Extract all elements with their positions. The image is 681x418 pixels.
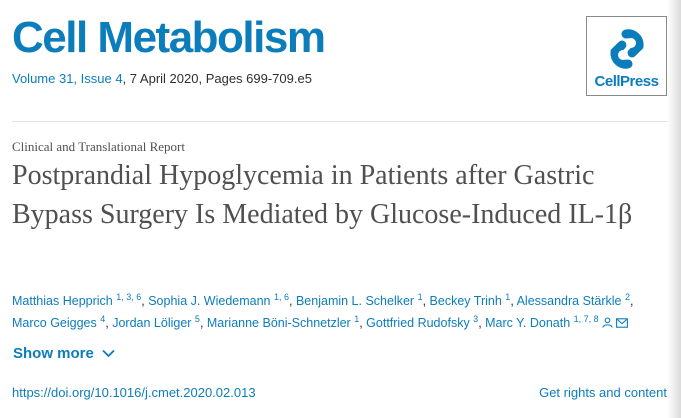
- author-affiliations: 1: [505, 292, 511, 302]
- get-rights-link[interactable]: Get rights and content: [539, 385, 667, 400]
- page-edge-shadow: [667, 0, 681, 418]
- journal-title[interactable]: Cell Metabolism: [12, 13, 326, 62]
- author-list: Matthias Hepprich 1, 3, 6, Sophia J. Wie…: [12, 290, 662, 334]
- author-separator: ,: [422, 294, 430, 308]
- author-affiliations: 3: [473, 314, 479, 324]
- header-divider: [12, 121, 667, 122]
- author-separator: ,: [630, 294, 634, 308]
- cellpress-mark-icon: [610, 29, 644, 69]
- author-affiliations: 2: [624, 292, 630, 302]
- author-affiliations: 4: [100, 314, 106, 324]
- author-affiliations: 1, 7, 8: [573, 314, 599, 324]
- author-separator: ,: [478, 316, 486, 330]
- author-separator: ,: [289, 294, 296, 308]
- author-link[interactable]: Sophia J. Wiedemann 1, 6: [148, 292, 290, 309]
- author-link[interactable]: Marc Y. Donath 1, 7, 8: [485, 314, 628, 330]
- author-affiliations: 1, 3, 6: [116, 292, 142, 302]
- chevron-down-icon: [102, 349, 115, 358]
- author-link[interactable]: Gottfried Rudofsky 3: [366, 314, 479, 331]
- author-name: Gottfried Rudofsky: [366, 316, 470, 330]
- author-separator: ,: [510, 294, 517, 308]
- cellpress-logo[interactable]: CellPress: [586, 16, 667, 96]
- author-separator: ,: [359, 316, 367, 330]
- envelope-icon[interactable]: [615, 318, 628, 328]
- article-type: Clinical and Translational Report: [12, 139, 185, 154]
- author-affiliations: 5: [194, 314, 200, 324]
- author-name: Marianne Böni-Schnetzler: [206, 316, 351, 330]
- person-icon[interactable]: [602, 317, 613, 328]
- show-more-label: Show more: [13, 345, 94, 362]
- author-affiliations: 1, 6: [274, 292, 290, 302]
- author-name: Marc Y. Donath: [485, 316, 571, 330]
- author-name: Matthias Hepprich: [12, 294, 113, 308]
- author-name: Benjamin L. Schelker: [295, 294, 415, 308]
- author-link[interactable]: Benjamin L. Schelker 1: [295, 292, 423, 309]
- author-name: Marco Geigges: [12, 316, 97, 330]
- publication-date-pages: , 7 April 2020, Pages 699-709.e5: [122, 71, 312, 86]
- doi-link[interactable]: https://doi.org/10.1016/j.cmet.2020.02.0…: [12, 385, 256, 400]
- show-more-button[interactable]: Show more: [13, 345, 115, 362]
- author-separator: ,: [105, 316, 113, 330]
- author-affiliations: 1: [417, 292, 423, 302]
- author-link[interactable]: Marianne Böni-Schnetzler 1: [206, 314, 360, 331]
- author-link[interactable]: Jordan Löliger 5: [112, 314, 200, 331]
- author-name: Beckey Trinh: [429, 294, 502, 308]
- article-title: Postprandial Hypoglycemia in Patients af…: [12, 160, 633, 230]
- volume-issue-link[interactable]: Volume 31, Issue 4: [12, 71, 123, 86]
- author-name: Sophia J. Wiedemann: [148, 294, 271, 308]
- volume-line: Volume 31, Issue 4, 7 April 2020, Pages …: [12, 71, 312, 86]
- author-link[interactable]: Matthias Hepprich 1, 3, 6: [12, 292, 142, 309]
- author-name: Alessandra Stärkle: [516, 294, 622, 308]
- author-separator: ,: [141, 294, 149, 308]
- author-affiliations: 1: [354, 314, 360, 324]
- author-name: Jordan Löliger: [112, 316, 192, 330]
- cellpress-logo-text: CellPress: [594, 73, 659, 90]
- author-separator: ,: [199, 316, 207, 330]
- author-link[interactable]: Beckey Trinh 1: [429, 292, 511, 309]
- author-link[interactable]: Alessandra Stärkle 2: [516, 292, 630, 309]
- author-link[interactable]: Marco Geigges 4: [12, 314, 106, 331]
